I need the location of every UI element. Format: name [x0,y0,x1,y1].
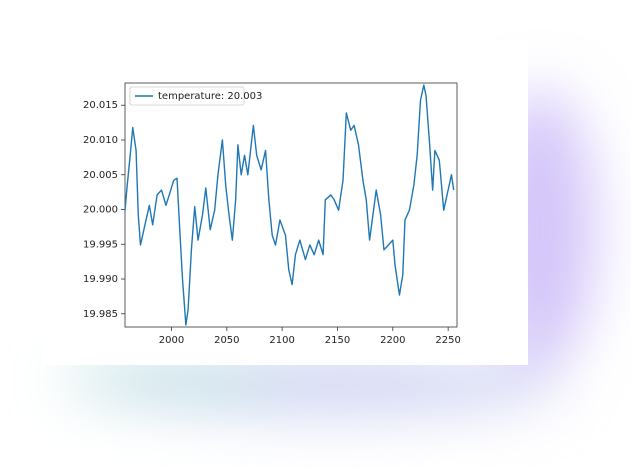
data-line [124,84,455,326]
x-tick-label: 2050 [214,335,239,346]
y-tick-label: 20.010 [83,135,118,146]
card [42,42,528,365]
x-tick-label: 2150 [325,335,350,346]
y-tick-label: 19.985 [83,309,118,320]
x-tick-label: 2000 [159,335,184,346]
y-tick-label: 19.995 [83,239,118,250]
legend [129,86,245,106]
y-tick-label: 20.015 [83,100,118,111]
legend-box [129,86,245,106]
x-tick-label: 2250 [435,335,460,346]
y-tick-label: 20.005 [83,170,118,181]
y-tick-label: 20.000 [83,205,118,216]
y-tick-label: 19.990 [83,274,118,285]
x-tick-label: 2200 [380,335,405,346]
legend-label: temperature: 20.003 [158,91,262,102]
x-tick-label: 2100 [269,335,294,346]
